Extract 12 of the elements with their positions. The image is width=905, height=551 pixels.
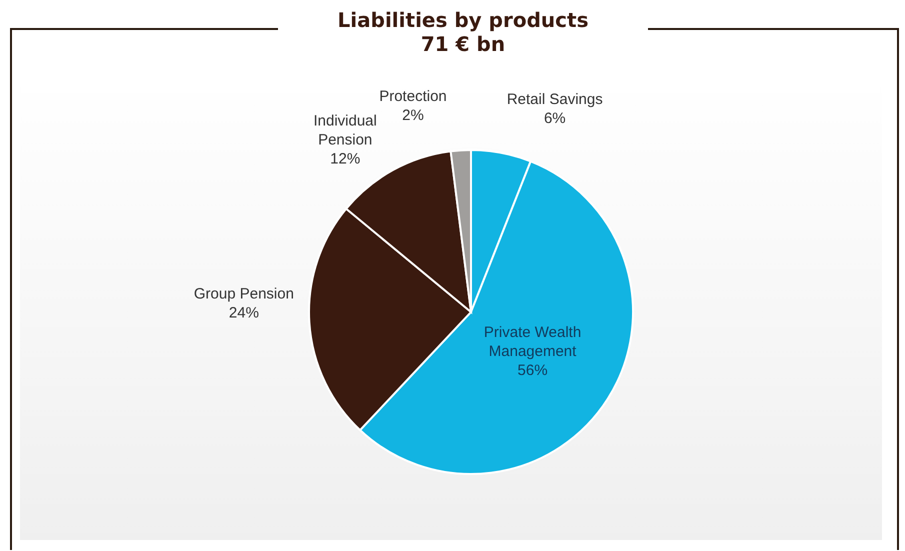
slice-label: Private Wealth Management (484, 324, 582, 360)
data-label: 6% (544, 110, 566, 127)
data-label: 2% (402, 106, 424, 124)
data-label: 24% (228, 304, 259, 321)
data-label: 12% (330, 150, 360, 168)
slice-label: Protection (379, 87, 447, 104)
slice-label: Retail Savings (506, 90, 603, 108)
slice-label: Group Pension (194, 284, 294, 302)
slice-label: Individual Pension (313, 112, 377, 148)
chart-subtitle: 71 € bn (420, 32, 506, 56)
chart-title: Liabilities by products (336, 8, 590, 32)
data-label: 56% (518, 362, 548, 379)
